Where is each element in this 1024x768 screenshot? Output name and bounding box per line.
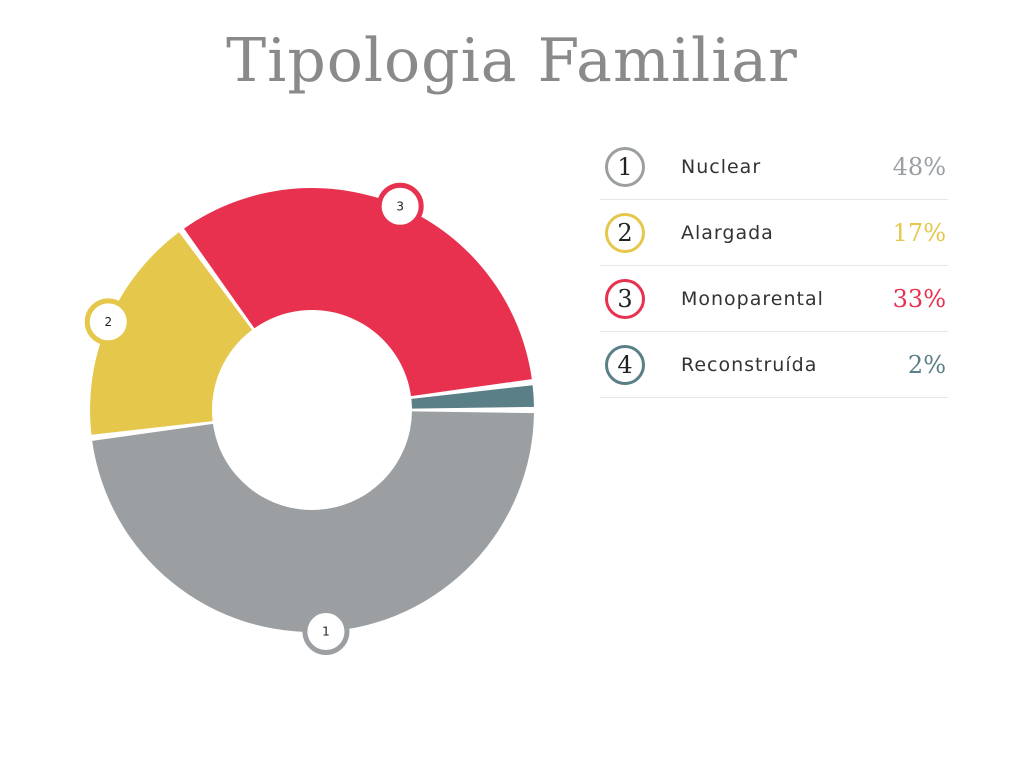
legend-number-badge: 2 xyxy=(605,212,645,253)
chart-title: Tipologia Familiar xyxy=(226,26,798,96)
legend-label: Alargada xyxy=(681,221,774,244)
legend-item-reconstruida[interactable]: 4 Reconstruída 2% xyxy=(600,332,948,398)
legend-number-badge: 1 xyxy=(605,146,645,187)
legend-item-alargada[interactable]: 2 Alargada 17% xyxy=(600,200,948,266)
donut-slice-alargada[interactable] xyxy=(90,232,253,435)
slice-badge-monoparental xyxy=(376,182,424,230)
donut-slice-nuclear[interactable] xyxy=(92,411,534,633)
legend-label: Monoparental xyxy=(681,287,824,310)
slice-badge-label-monoparental: 3 xyxy=(396,199,404,213)
legend-value: 2% xyxy=(907,350,946,379)
legend-label: Reconstruída xyxy=(681,353,818,376)
legend-value: 33% xyxy=(892,284,946,313)
donut-slice-reconstruida[interactable] xyxy=(411,385,534,409)
legend-value: 17% xyxy=(892,218,946,247)
donut-slice-monoparental[interactable] xyxy=(184,188,532,397)
legend: 1 Nuclear 48% 2 Alargada 17% 3 Monoparen… xyxy=(600,134,948,398)
slice-badge-alargada xyxy=(84,298,132,346)
slice-badge-label-alargada: 2 xyxy=(104,315,112,329)
slice-badge-label-nuclear: 1 xyxy=(322,625,330,639)
legend-item-monoparental[interactable]: 3 Monoparental 33% xyxy=(600,266,948,332)
slice-badge-nuclear xyxy=(302,608,350,656)
legend-label: Nuclear xyxy=(681,155,762,178)
legend-item-nuclear[interactable]: 1 Nuclear 48% xyxy=(600,134,948,200)
legend-number-badge: 3 xyxy=(605,278,645,319)
legend-value: 48% xyxy=(892,152,946,181)
legend-number-badge: 4 xyxy=(605,344,645,385)
